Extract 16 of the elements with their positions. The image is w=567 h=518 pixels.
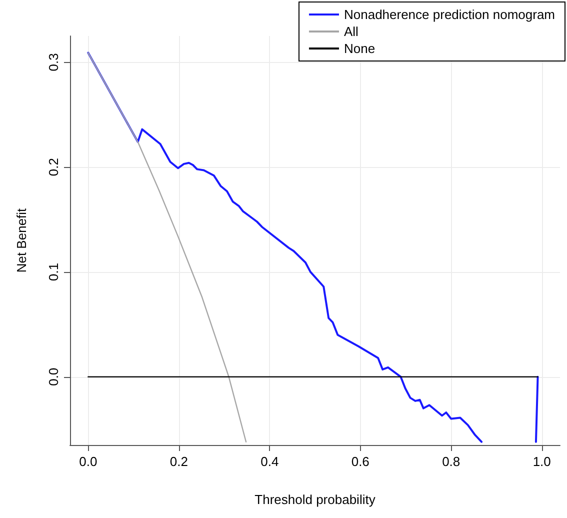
y-tick-label: 0.3 [46,53,61,72]
y-axis-title: Net Benefit [14,208,29,273]
x-axis-title: Threshold probability [254,492,376,507]
x-tick-label: 1.0 [532,454,551,469]
x-tick-label: 0.4 [260,454,279,469]
line-series [88,52,247,442]
y-tick-label: 0.0 [46,368,61,386]
y-tick-label: 0.2 [46,158,61,176]
y-tick-label: 0.1 [46,262,61,281]
x-tick-label: 0.0 [79,454,98,469]
x-tick-label: 0.6 [351,454,370,469]
x-tick-label: 0.8 [442,454,460,469]
legend-label: None [344,41,376,56]
legend-label: All [344,24,359,39]
legend-label: Nonadherence prediction nomogram [344,7,555,22]
x-tick-label: 0.2 [170,454,188,469]
